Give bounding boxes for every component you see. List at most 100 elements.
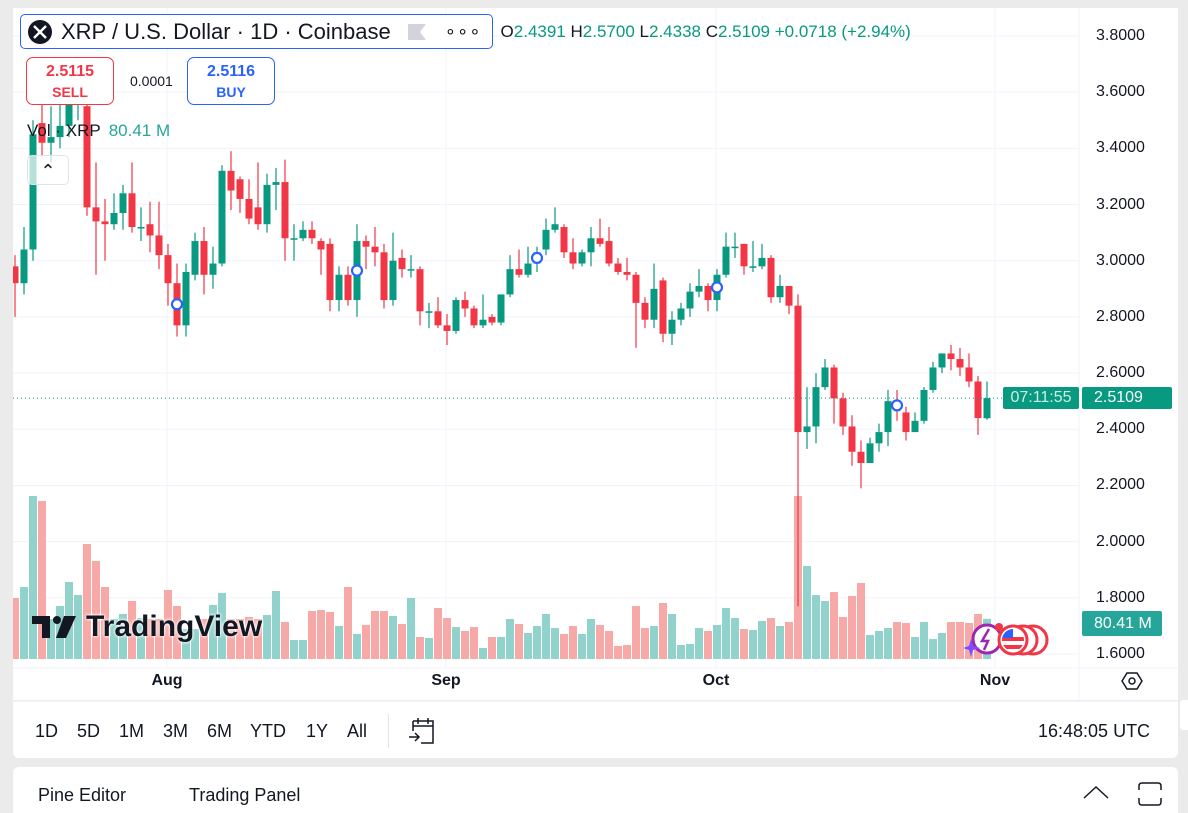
candle <box>461 291 469 317</box>
volume-bar <box>731 618 739 659</box>
side-panel-toggle[interactable] <box>1180 700 1188 730</box>
candle <box>497 294 505 326</box>
bottom-panel <box>13 767 1178 813</box>
event-marker[interactable] <box>890 399 904 412</box>
candle <box>794 294 802 607</box>
volume-legend[interactable]: Vol · XRP 80.41 M <box>27 121 170 141</box>
candle <box>83 92 91 216</box>
candle-body <box>200 241 208 275</box>
candle <box>704 283 712 312</box>
volume-bar <box>281 622 289 659</box>
candle <box>650 263 658 329</box>
range-button-all[interactable]: All <box>347 721 368 741</box>
volume-bar <box>173 606 181 659</box>
open-value: 2.4391 <box>513 21 566 41</box>
volume-bar <box>515 624 523 659</box>
candle <box>191 232 199 281</box>
price-chart[interactable] <box>0 0 1180 700</box>
volume-bar <box>866 635 874 659</box>
volume-bar <box>398 624 406 659</box>
candle-body <box>947 353 955 360</box>
candle-body <box>659 280 667 334</box>
chart-settings-gear-icon[interactable] <box>1121 671 1143 696</box>
candle-body <box>335 274 343 301</box>
candle-body <box>308 229 316 239</box>
flag-icon[interactable] <box>407 23 427 41</box>
candle-body <box>452 300 460 331</box>
high-label: H <box>570 21 583 41</box>
volume-bar <box>542 614 550 659</box>
candle <box>209 246 217 289</box>
candle-body <box>137 227 145 229</box>
range-button-1m[interactable]: 1M <box>119 721 145 741</box>
volume-bar <box>578 634 586 659</box>
candle-body <box>902 412 910 433</box>
volume-bar <box>587 619 595 659</box>
tradingview-logo[interactable]: TradingView <box>30 610 262 644</box>
candle-body <box>866 443 874 463</box>
price-axis-label: 3.6000 <box>1096 83 1145 101</box>
candle <box>200 227 208 295</box>
volume-bar <box>209 605 217 659</box>
candle <box>956 347 964 376</box>
collapse-legend-button[interactable]: ⌃ <box>27 155 69 185</box>
maximize-panel-icon[interactable] <box>1137 781 1163 812</box>
bar-countdown: 07:11:55 <box>1003 387 1079 409</box>
range-button-3m[interactable]: 3M <box>163 721 189 741</box>
close-label: C <box>705 21 718 41</box>
sell-button[interactable]: 2.5115 SELL <box>26 57 114 105</box>
volume-bar <box>875 631 883 659</box>
event-markers[interactable] <box>170 251 904 412</box>
tab-pine-editor[interactable]: Pine Editor <box>38 785 127 805</box>
tab-trading-panel[interactable]: Trading Panel <box>189 785 301 805</box>
event-marker[interactable] <box>710 281 724 294</box>
candle-body <box>551 224 559 230</box>
volume-bar <box>497 637 505 659</box>
candle-body <box>839 398 847 427</box>
candle <box>128 162 136 233</box>
candle <box>767 255 775 303</box>
volume-bar <box>947 622 955 659</box>
chart-panel[interactable] <box>13 8 1178 700</box>
range-button-5d[interactable]: 5D <box>77 721 101 741</box>
volume-bar <box>164 590 172 659</box>
range-button-1y[interactable]: 1Y <box>306 721 329 741</box>
candle <box>515 249 523 278</box>
candle <box>254 162 262 230</box>
event-marker[interactable] <box>170 298 184 311</box>
range-button-6m[interactable]: 6M <box>207 721 233 741</box>
candle-body <box>731 246 739 249</box>
candle <box>902 406 910 441</box>
event-marker[interactable] <box>530 251 544 265</box>
volume-bar <box>614 646 622 659</box>
range-button-1d[interactable]: 1D <box>35 721 59 741</box>
buy-button[interactable]: 2.5116 BUY <box>187 57 275 105</box>
economic-events-flag-icon[interactable] <box>997 623 1049 662</box>
candle <box>677 302 685 326</box>
candle <box>407 255 415 278</box>
symbol-legend[interactable]: XRP / U.S. Dollar · 1D · Coinbase ∘∘∘ <box>20 14 493 49</box>
event-marker[interactable] <box>350 264 364 277</box>
candle-body <box>47 137 55 143</box>
expand-panel-chevron-up-icon[interactable] <box>1082 784 1110 805</box>
price-axis-label: 2.2000 <box>1096 476 1145 494</box>
price-axis-label: 2.4000 <box>1096 420 1145 438</box>
candle <box>587 227 595 267</box>
volume-bar <box>29 496 37 659</box>
range-button-ytd[interactable]: YTD <box>250 721 286 741</box>
candle <box>938 353 946 374</box>
candle-body <box>623 271 631 275</box>
ai-assistant-icon[interactable] <box>963 621 1003 662</box>
timezone-clock[interactable]: 16:48:05 UTC <box>1038 721 1151 741</box>
candle-body <box>560 227 568 253</box>
candle-body <box>281 182 289 239</box>
volume-bar <box>272 591 280 659</box>
go-to-date-calendar-icon[interactable] <box>407 716 437 751</box>
candle <box>47 106 55 163</box>
more-options-icon[interactable]: ∘∘∘ <box>444 21 482 41</box>
volume-bar <box>848 596 856 659</box>
candle <box>362 235 370 270</box>
candle <box>983 381 991 420</box>
candle <box>758 243 766 270</box>
candle-body <box>164 255 172 284</box>
